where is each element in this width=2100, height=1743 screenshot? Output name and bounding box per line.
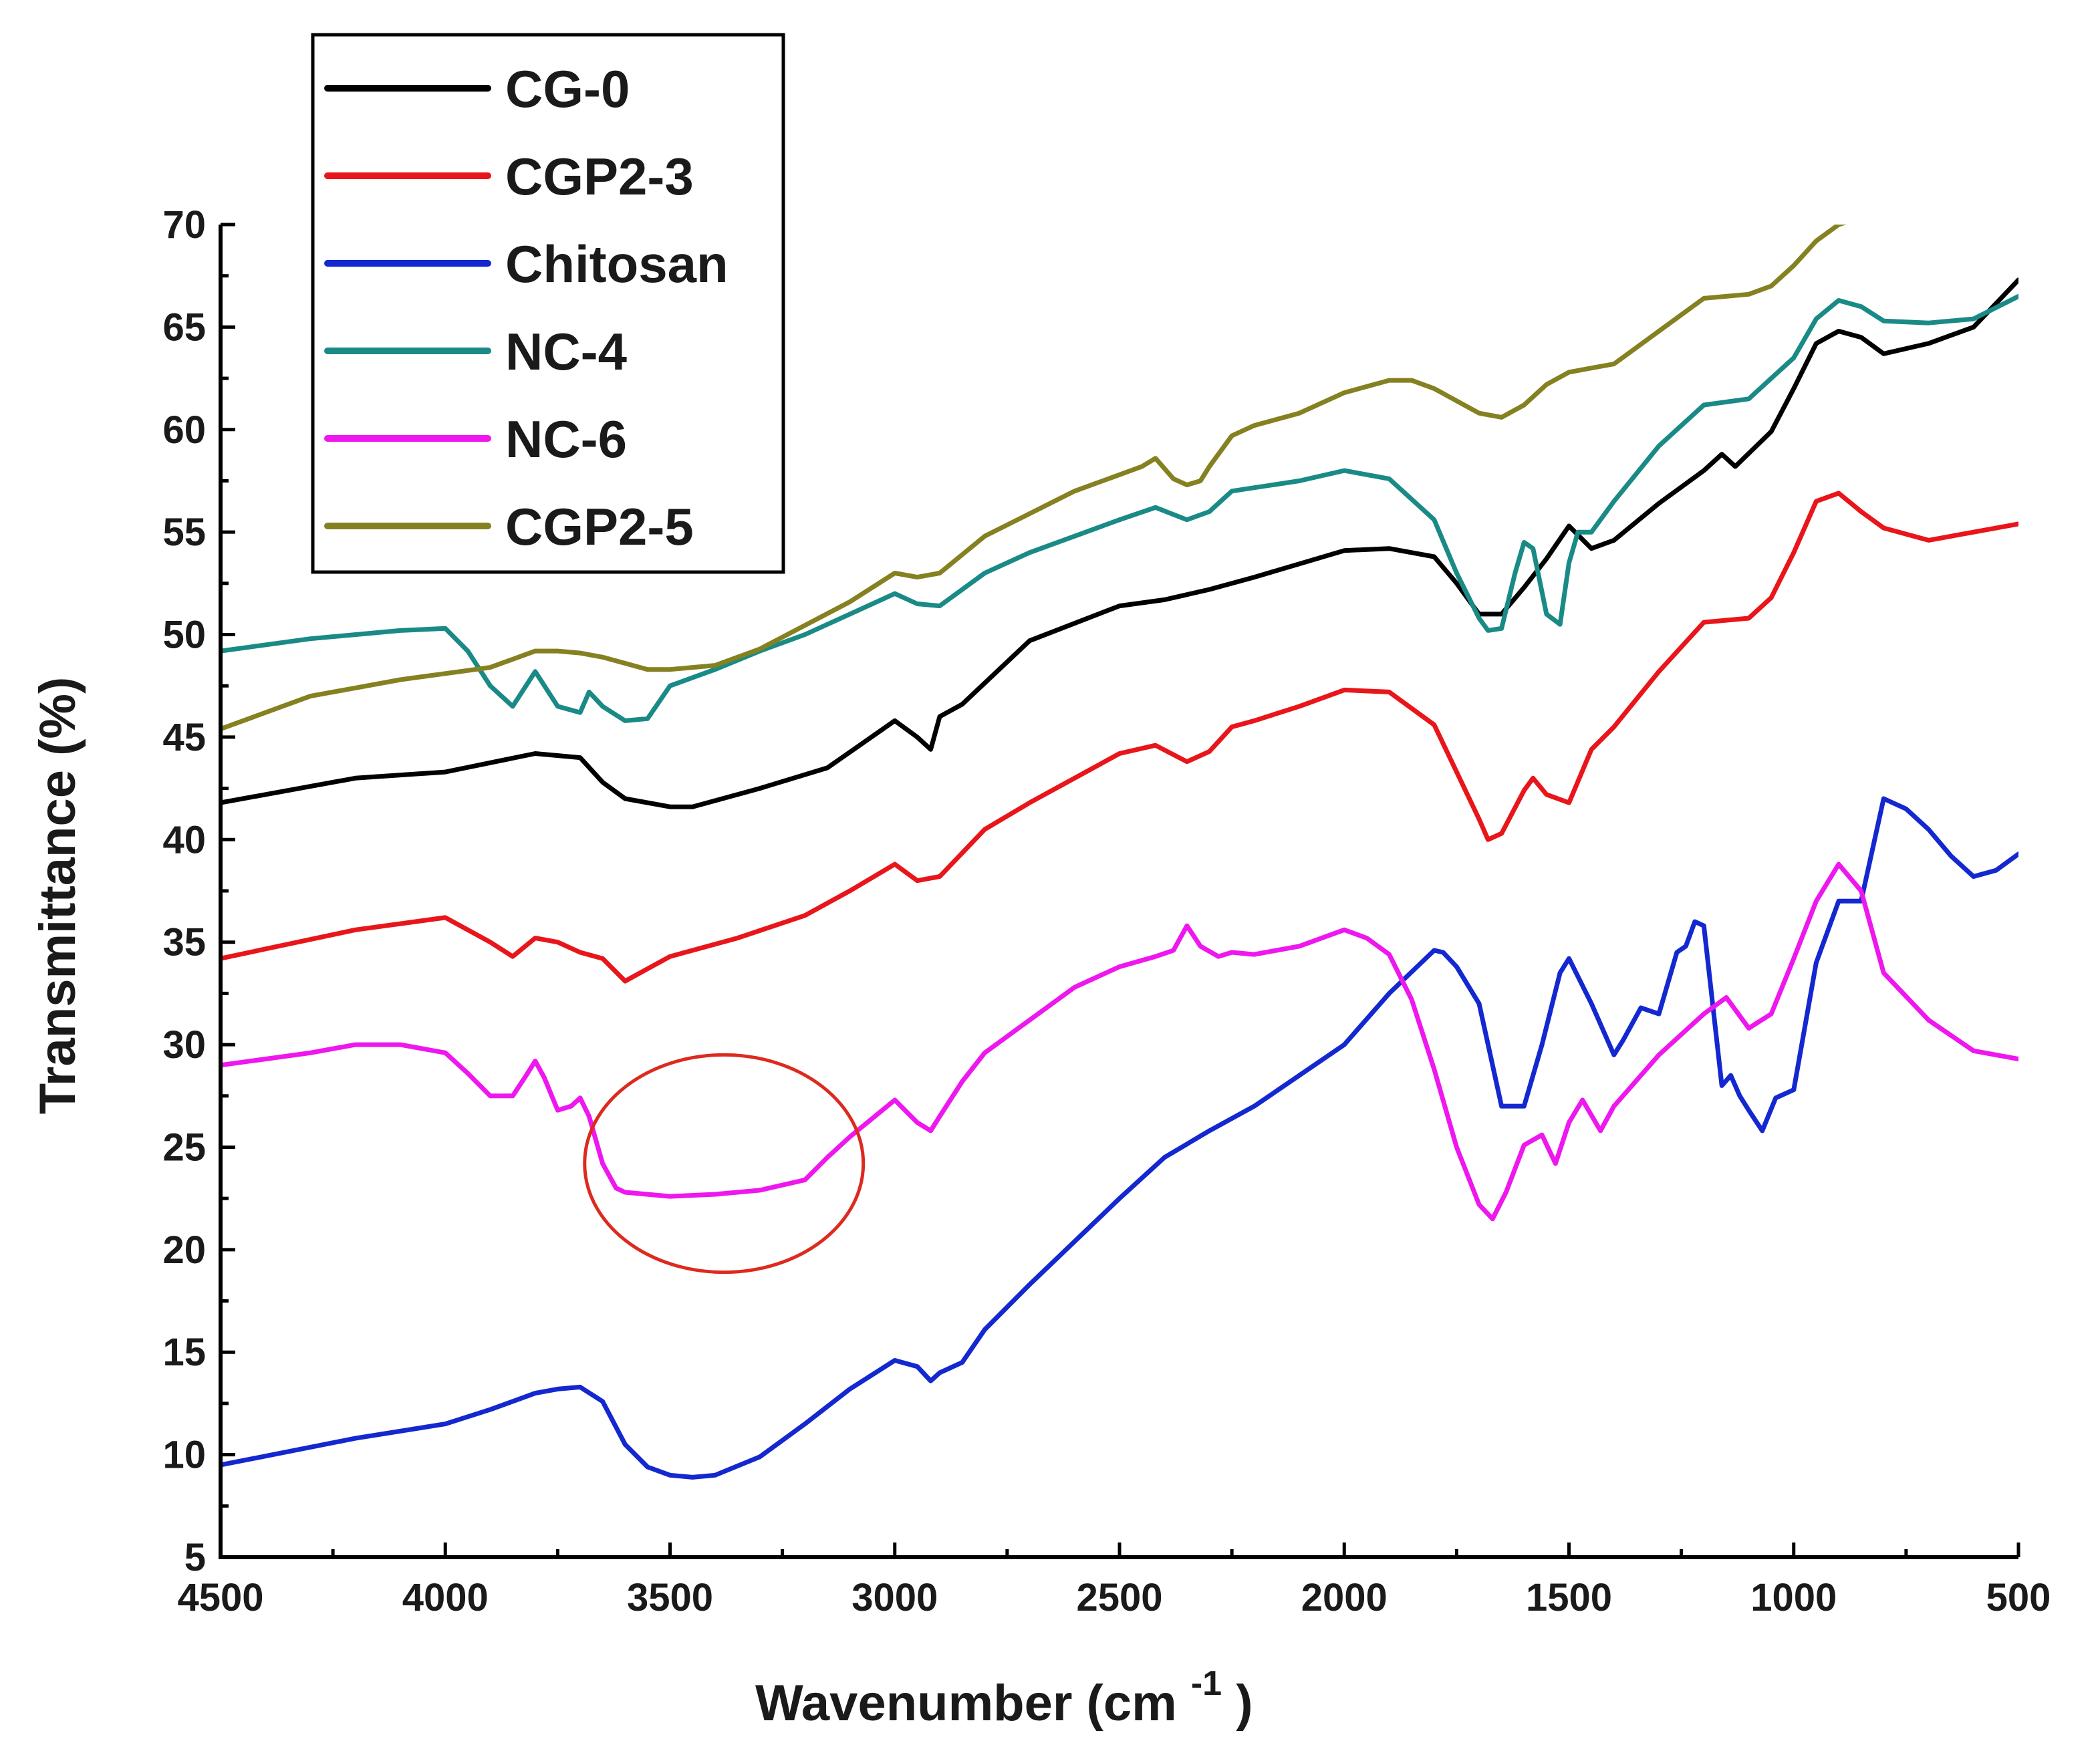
x-tick-label: 2500 bbox=[1076, 1576, 1162, 1619]
x-tick-label: 1500 bbox=[1526, 1576, 1612, 1619]
legend-label-cg-0: CG-0 bbox=[505, 59, 630, 118]
legend-label-chitosan: Chitosan bbox=[505, 235, 729, 293]
x-axis-title-superscript: -1 bbox=[1191, 1664, 1222, 1703]
y-tick-label: 60 bbox=[162, 408, 206, 452]
x-tick-label: 2000 bbox=[1301, 1576, 1388, 1619]
series-line-cgp2-5 bbox=[221, 225, 1847, 732]
y-tick-label: 15 bbox=[162, 1331, 206, 1374]
series-line-cg-0 bbox=[221, 277, 2018, 809]
tick-labels: 5 10 15 20 25 30 35 40 45 50 55 60 65 70 4500 4000 3500 3… bbox=[162, 203, 2051, 1619]
series-line-cgp2-3 bbox=[221, 491, 2018, 984]
y-tick-label: 65 bbox=[162, 305, 206, 349]
series-line-nc-6 bbox=[221, 861, 2018, 1222]
x-axis-title: Wavenumber (cm -1 ) bbox=[755, 1649, 1253, 1732]
x-tick-label: 4500 bbox=[177, 1576, 263, 1619]
x-tick-label: 1000 bbox=[1750, 1576, 1837, 1619]
legend-label-cgp2-5: CGP2-5 bbox=[505, 497, 694, 556]
y-tick-label: 20 bbox=[162, 1228, 206, 1272]
x-tick-label: 500 bbox=[1986, 1576, 2051, 1619]
x-axis-title-close: ) bbox=[1236, 1675, 1253, 1732]
y-tick-label: 5 bbox=[184, 1536, 206, 1579]
x-axis-title-main: Wavenumber (cm bbox=[755, 1675, 1177, 1732]
series-layer bbox=[221, 225, 2018, 1480]
legend-box bbox=[311, 33, 785, 574]
highlight-ellipse bbox=[583, 1053, 866, 1275]
y-tick-label: 70 bbox=[162, 203, 206, 247]
y-tick-label: 35 bbox=[162, 921, 206, 964]
x-tick-label: 3000 bbox=[851, 1576, 938, 1619]
legend-label-nc-6: NC-6 bbox=[505, 410, 627, 468]
y-tick-label: 10 bbox=[162, 1434, 206, 1477]
y-axis-title: Transmittance (%) bbox=[29, 677, 86, 1115]
x-tick-label: 3500 bbox=[627, 1576, 713, 1619]
y-tick-label: 25 bbox=[162, 1125, 206, 1169]
axes bbox=[219, 223, 2020, 1559]
legend: CG-0 CGP2-3 Chitosan NC-4 NC-6 CGP2-5 bbox=[311, 33, 785, 574]
series-line-nc-4 bbox=[221, 293, 2018, 723]
legend-label-cgp2-3: CGP2-3 bbox=[505, 147, 694, 206]
y-tick-label: 50 bbox=[162, 614, 206, 657]
series-line-chitosan bbox=[221, 796, 2018, 1480]
y-tick-label: 45 bbox=[162, 716, 206, 759]
y-tick-label: 55 bbox=[162, 511, 206, 554]
x-tick-label: 4000 bbox=[402, 1576, 489, 1619]
y-tick-label: 30 bbox=[162, 1023, 206, 1067]
y-tick-label: 40 bbox=[162, 818, 206, 861]
legend-label-nc-4: NC-4 bbox=[505, 322, 627, 381]
annotation-layer bbox=[583, 1053, 866, 1275]
